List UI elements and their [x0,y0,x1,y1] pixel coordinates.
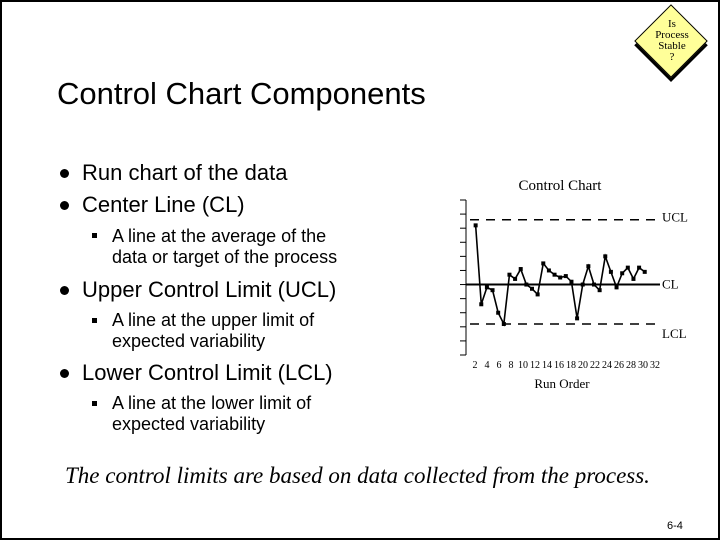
x-axis-label: Run Order [534,376,590,391]
sub-line: A line at the average of the [112,226,327,246]
sub-bullet-square-icon [92,233,97,238]
sub-line: A line at the lower limit of [112,393,312,413]
bullet-run-chart: Run chart of the data [82,160,288,185]
lcl-label: LCL [662,326,687,341]
x-tick-label: 32 [650,360,660,371]
badge-text: Is Process Stable ? [635,19,709,63]
data-point [592,282,596,287]
data-point [546,268,551,273]
bullet-dot-icon [60,201,69,210]
sub-line: expected variability [112,331,266,351]
data-point [518,267,523,272]
data-point [552,272,557,277]
data-point [586,264,591,269]
sub-line: expected variability [112,414,266,434]
data-point [620,271,625,276]
x-tick-label: 2 [473,360,478,371]
data-point [541,261,546,266]
data-point [524,282,529,287]
data-point [507,272,512,277]
data-point [479,302,484,307]
sub-bullet-center-line: A line at the average of the data or tar… [112,226,337,268]
x-tick-label: 12 [530,360,540,371]
badge-line: Is [668,18,676,30]
data-point [625,265,630,270]
x-tick-label: 8 [509,360,514,371]
badge-line: ? [669,51,675,63]
x-tick-label: 20 [578,360,588,371]
x-tick-label: 6 [497,360,502,371]
data-point [513,276,518,281]
sub-bullet-square-icon [92,318,97,323]
footer-note: The control limits are based on data col… [65,463,650,488]
process-stable-badge: Is Process Stable ? [634,4,709,79]
data-point [580,282,585,287]
data-point [575,316,580,321]
x-tick-label: 28 [626,360,636,371]
bullet-dot-icon [60,169,69,178]
bullet-upper-control-limit: Upper Control Limit (UCL) [82,277,337,302]
x-tick-label: 22 [590,360,600,371]
x-tick-label: 18 [566,360,576,371]
badge-line: Process [655,29,689,41]
sub-line: data or target of the process [112,247,338,267]
data-point [535,292,540,297]
bullet-center-line: Center Line (CL) [82,192,245,217]
bullet-lower-control-limit: Lower Control Limit (LCL) [82,360,333,385]
x-tick-labels: 2 4 6 8 10 12 14 16 18 20 22 24 26 28 30 32 [473,360,661,371]
page-title: Control Chart Components [57,76,426,111]
data-point [530,286,534,291]
x-tick-label: 16 [554,360,564,371]
data-point [637,265,642,270]
data-point [490,288,495,293]
data-point [597,288,602,293]
data-series [473,223,647,327]
x-tick-label: 4 [485,360,490,371]
sub-bullet-upper-control-limit: A line at the upper limit of expected va… [112,310,314,352]
x-tick-label: 30 [638,360,648,371]
data-point [608,269,613,274]
page-number: 6-4 [667,520,683,532]
cl-label: CL [662,277,679,292]
x-tick-label: 26 [614,360,624,371]
bullet-dot-icon [60,369,69,378]
data-point [558,275,563,280]
sub-bullet-lower-control-limit: A line at the lower limit of expected va… [112,393,311,435]
chart-axes [460,199,467,356]
chart-title: Control Chart [519,178,603,194]
data-point [642,269,647,274]
data-point [473,223,478,228]
x-tick-label: 24 [602,360,612,371]
data-point [614,285,619,290]
x-tick-label: 14 [542,360,552,371]
sub-line: A line at the upper limit of [112,310,315,330]
data-point [484,285,489,290]
x-tick-label: 10 [518,360,528,371]
series-line [474,225,646,327]
data-point [496,310,501,315]
data-point [563,274,568,279]
ucl-label: UCL [662,210,688,225]
bullet-dot-icon [60,286,69,295]
reference-lines: UCL CL LCL [466,210,688,341]
sub-bullet-square-icon [92,401,97,406]
data-point [603,254,608,259]
badge-line: Stable [658,40,686,52]
data-point [569,279,574,284]
data-point [631,276,636,281]
data-point [501,322,506,326]
